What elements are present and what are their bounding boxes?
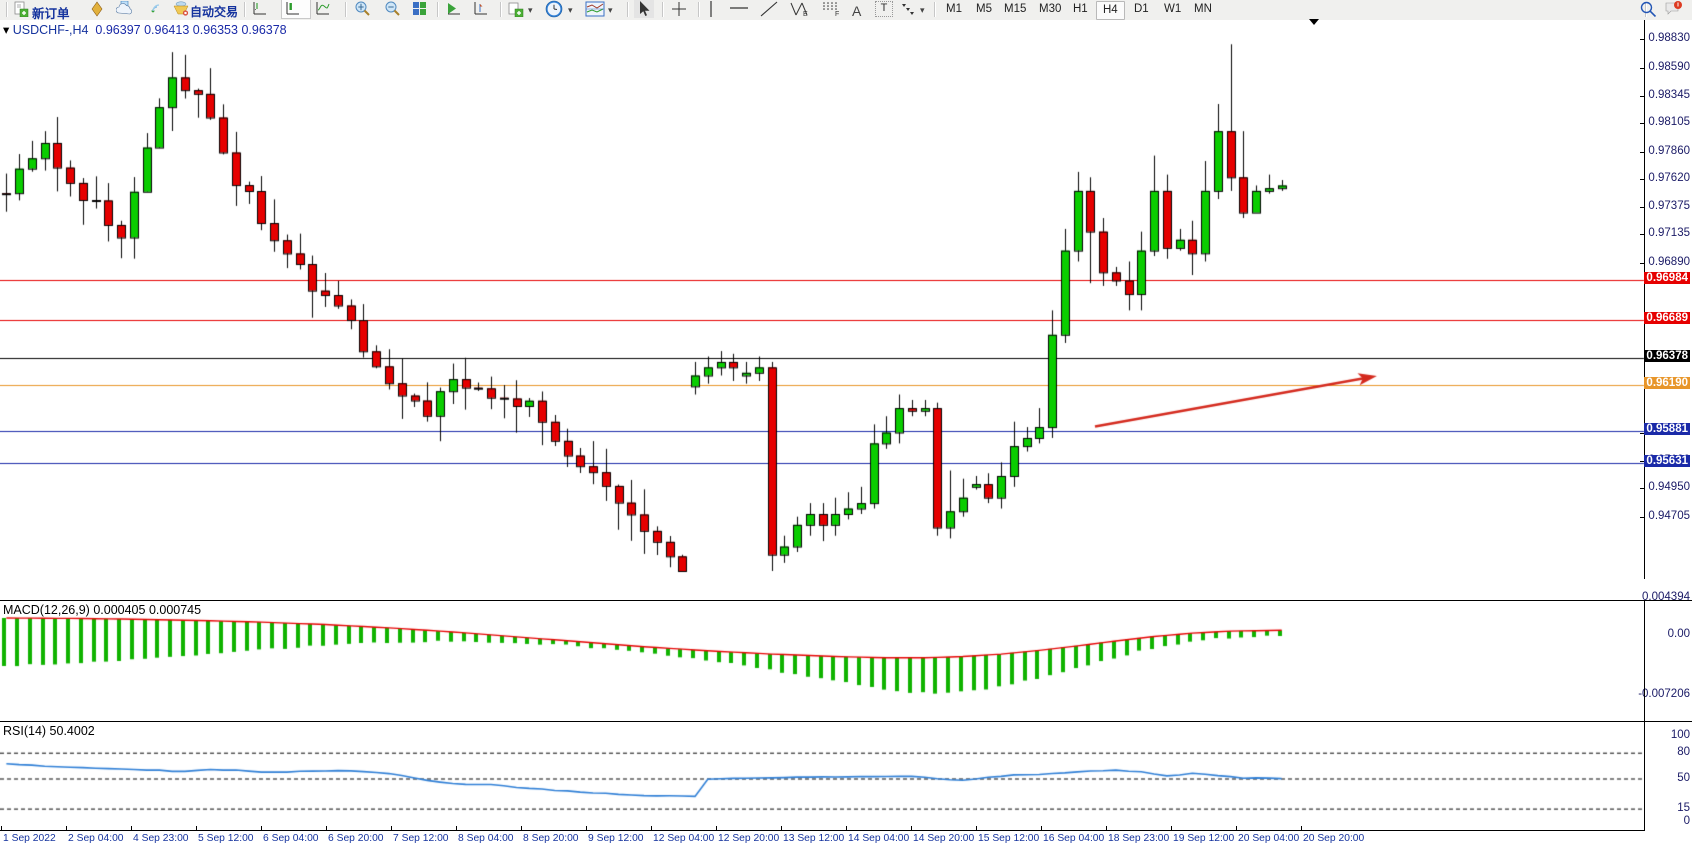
svg-text:E: E bbox=[803, 11, 808, 17]
svg-text:F: F bbox=[835, 11, 839, 17]
